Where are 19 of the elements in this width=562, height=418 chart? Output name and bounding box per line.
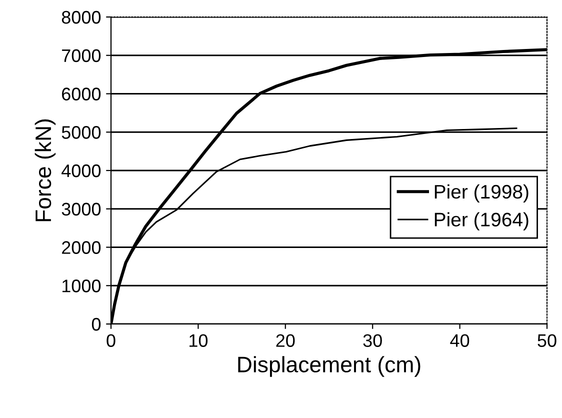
x-tick-label: 30 <box>363 334 382 347</box>
y-tick-label: 6000 <box>62 88 101 100</box>
legend-label: Pier (1998) <box>434 184 528 202</box>
x-tick-label: 20 <box>276 334 295 347</box>
x-tick-label: 0 <box>106 334 116 347</box>
y-axis-title: Force (kN) <box>34 119 56 222</box>
x-axis-title: Displacement (cm) <box>238 356 420 377</box>
y-tick-label: 1000 <box>62 280 101 292</box>
y-tick-label: 3000 <box>62 202 101 216</box>
y-tick-label: 7000 <box>62 49 101 62</box>
x-tick-label: 40 <box>450 334 470 347</box>
x-tick-label: 50 <box>538 334 556 347</box>
y-tick-label: 2000 <box>62 241 101 254</box>
y-tick-label: 8000 <box>62 10 101 24</box>
y-tick-label: 0 <box>92 318 101 331</box>
y-tick-label: 4000 <box>62 164 101 178</box>
legend-label: Pier (1964) <box>434 212 528 230</box>
y-tick-label: 5000 <box>62 126 101 139</box>
x-tick-label: 10 <box>190 334 208 347</box>
